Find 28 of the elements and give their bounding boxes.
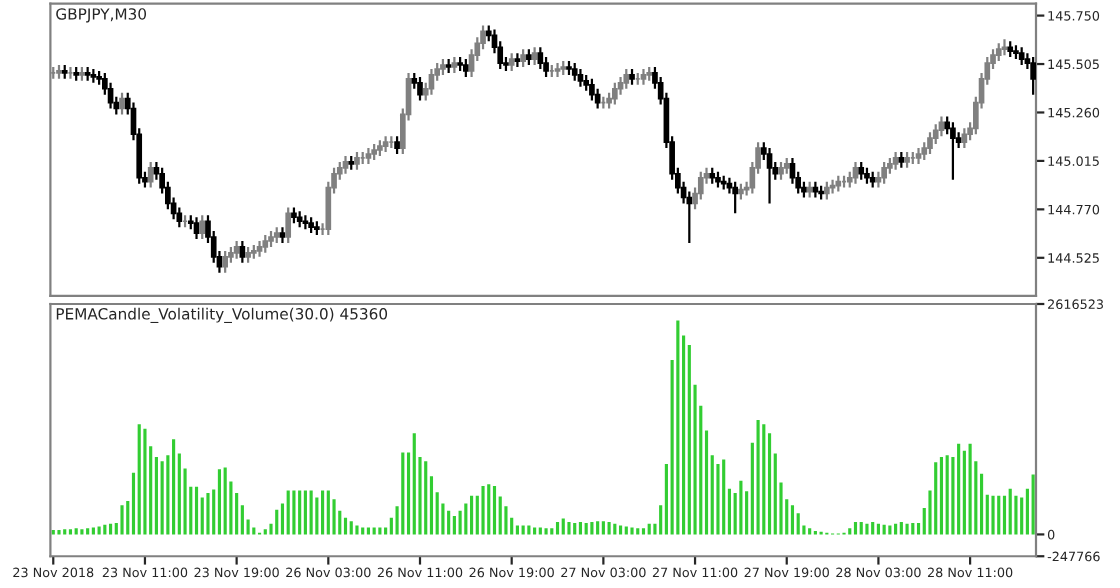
candlestick [222, 249, 229, 274]
candlestick [1001, 38, 1008, 57]
candlestick [302, 214, 309, 231]
candlestick [697, 170, 704, 201]
candlestick [537, 46, 544, 71]
candlestick [199, 214, 206, 241]
candlestick [686, 190, 693, 245]
candlestick [623, 67, 630, 90]
candlestick [428, 67, 435, 96]
candlestick [732, 180, 739, 215]
candlestick [927, 131, 933, 156]
candlestick [589, 77, 595, 102]
candlestick [1030, 56, 1036, 96]
candlestick [950, 121, 956, 181]
candlestick [119, 91, 125, 116]
candlestick [881, 160, 887, 185]
candlestick [514, 52, 521, 69]
candlestick [417, 75, 423, 102]
candlestick [147, 160, 154, 189]
candlestick [932, 123, 939, 146]
candlestick [285, 206, 292, 245]
candlestick [961, 127, 968, 150]
candlestick [554, 61, 561, 78]
candlestick [239, 239, 246, 264]
candlestick [611, 81, 618, 106]
candlestick [193, 216, 200, 241]
candlestick [852, 160, 859, 185]
candlestick [766, 146, 773, 205]
